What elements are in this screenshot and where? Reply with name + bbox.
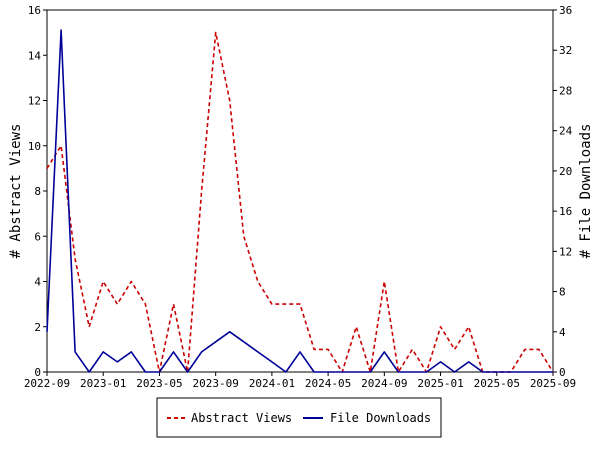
- x-tick-label: 2023-09: [192, 377, 238, 390]
- left-y-tick-label: 8: [34, 185, 41, 198]
- x-tick-label: 2023-05: [136, 377, 182, 390]
- right-y-tick-label: 28: [559, 84, 572, 97]
- right-y-tick-label: 36: [559, 4, 572, 17]
- right-y-tick-label: 32: [559, 44, 572, 57]
- left-y-tick-label: 16: [28, 4, 41, 17]
- x-tick-label: 2024-01: [249, 377, 295, 390]
- right-y-tick-label: 20: [559, 165, 572, 178]
- x-axis: 2022-09 2023-01 2023-05 2023-09 2024-01 2024-…: [24, 372, 576, 390]
- right-y-tick-label: 16: [559, 205, 572, 218]
- legend-box: [156, 397, 442, 438]
- left-y-tick-label: 4: [34, 276, 41, 289]
- legend-label-file-downloads: File Downloads: [330, 411, 431, 425]
- legend: Abstract Views File Downloads: [156, 397, 442, 438]
- left-y-tick-label: 0: [34, 366, 41, 379]
- right-y-axis: 0 4 8 12 16 20 24 28 32 36: [553, 4, 573, 379]
- left-y-tick-label: 12: [28, 95, 41, 108]
- series-layer: [46, 29, 554, 373]
- right-y-tick-label: 4: [559, 326, 566, 339]
- left-axis-title: # Abstract Views: [8, 124, 24, 259]
- right-y-tick-label: 8: [559, 286, 566, 299]
- x-tick-label: 2025-09: [530, 377, 576, 390]
- series-line-abstract-views: [46, 31, 554, 373]
- left-y-tick-label: 2: [34, 321, 41, 334]
- x-tick-label: 2025-01: [417, 377, 463, 390]
- legend-label-abstract-views: Abstract Views: [191, 411, 292, 425]
- right-y-tick-label: 12: [559, 245, 572, 258]
- x-tick-label: 2022-09: [24, 377, 70, 390]
- right-axis-title: # File Downloads: [578, 124, 594, 259]
- left-y-tick-label: 14: [28, 49, 42, 62]
- series-line-file-downloads: [46, 29, 553, 373]
- x-tick-label: 2024-09: [361, 377, 407, 390]
- x-tick-label: 2023-01: [80, 377, 126, 390]
- x-tick-label: 2025-05: [474, 377, 520, 390]
- right-y-tick-label: 0: [559, 366, 566, 379]
- left-y-axis: 0 2 4 6 8 10 12 14 16: [28, 4, 47, 379]
- plot-frame: [46, 9, 554, 373]
- left-y-tick-label: 6: [34, 230, 41, 243]
- left-y-tick-label: 10: [28, 140, 41, 153]
- x-tick-label: 2024-05: [305, 377, 351, 390]
- right-y-tick-label: 24: [559, 125, 573, 138]
